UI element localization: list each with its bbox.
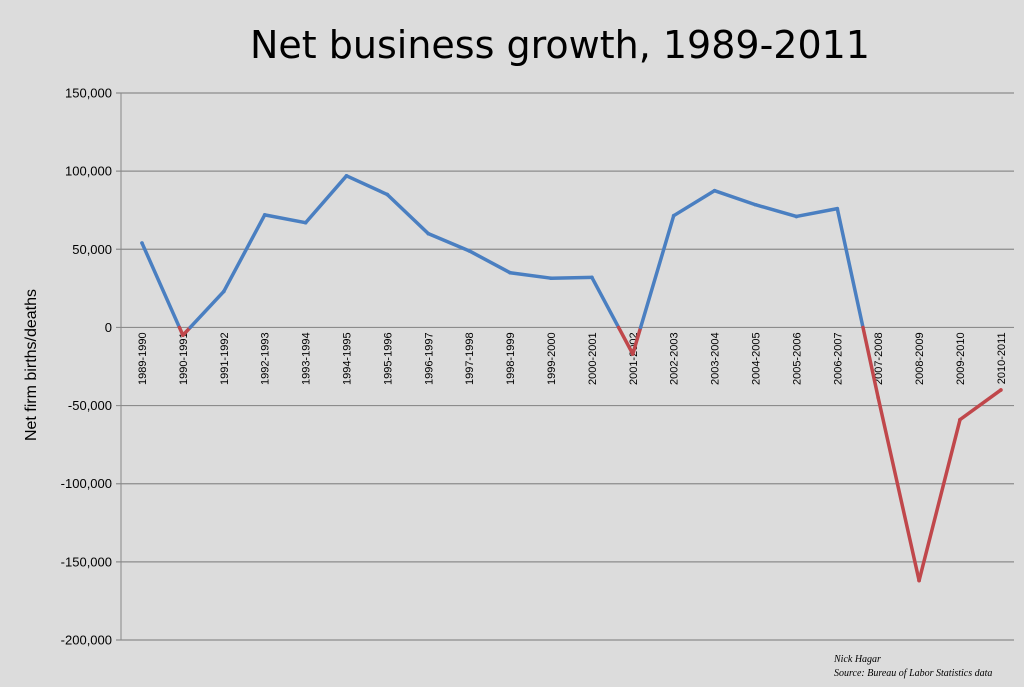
- data-point: [876, 395, 880, 400]
- data-point: [794, 214, 799, 219]
- x-tick-label: 1996-1997: [423, 332, 435, 385]
- series-segment: [344, 174, 390, 197]
- x-tick-label: 1992-1993: [260, 332, 272, 385]
- data-point: [508, 270, 512, 275]
- series-segment: [638, 213, 676, 330]
- data-point: [753, 202, 758, 207]
- x-tick-label: 2010-2011: [996, 332, 1008, 384]
- x-tick-label: 1990-1991: [178, 332, 190, 385]
- x-tick-labels: 1989-1990 1990-1991 1991-1992 1992-1993 1993…: [137, 332, 1008, 385]
- x-tick-label: 2005-2006: [791, 332, 803, 385]
- series-segment: [861, 325, 880, 400]
- data-point: [140, 241, 144, 245]
- series-segment: [958, 388, 1003, 422]
- data-point: [385, 192, 390, 197]
- series-segment: [835, 206, 865, 330]
- series-segment: [712, 188, 758, 207]
- credit-source: Source: Bureau of Labor Statistics data: [834, 668, 992, 679]
- series-segment: [671, 188, 717, 218]
- x-tick-label: 2003-2004: [710, 332, 722, 385]
- data-point: [631, 352, 635, 356]
- x-tick-label: 2004-2005: [751, 332, 763, 385]
- series-segment: [303, 174, 349, 225]
- y-tick-label: 0: [105, 320, 112, 335]
- x-tick-label: 2000-2001: [587, 332, 599, 385]
- series-segment: [188, 289, 226, 330]
- series-segment: [549, 275, 594, 280]
- data-point: [590, 275, 594, 280]
- series-segment: [794, 206, 840, 219]
- y-tick-label: -50,000: [68, 398, 112, 413]
- x-tick-label: 1998-1999: [505, 332, 517, 385]
- data-point: [671, 213, 676, 218]
- series-segment: [140, 241, 182, 330]
- series-segment: [426, 231, 471, 253]
- y-tick-label: 50,000: [72, 242, 112, 257]
- series-segment: [876, 396, 921, 583]
- chart-title: Net business growth, 1989-2011: [250, 23, 870, 67]
- data-point: [958, 417, 962, 422]
- data-point: [262, 213, 267, 217]
- y-tick-labels: 150,000 100,000 50,000 0 -50,000 -100,000 -150…: [61, 86, 112, 648]
- data-point: [917, 578, 921, 583]
- data-point: [835, 206, 840, 211]
- series-segment: [753, 202, 799, 219]
- data-point: [467, 249, 472, 253]
- series-segment: [467, 249, 512, 275]
- gridlines: [116, 92, 1014, 641]
- data-point: [549, 276, 553, 280]
- data-point: [303, 220, 308, 225]
- series-segment: [631, 325, 643, 356]
- series-segment: [616, 325, 635, 356]
- data-point: [181, 333, 185, 338]
- series-segment: [508, 270, 553, 280]
- series-segment: [262, 213, 308, 225]
- y-tick-label: -200,000: [61, 633, 112, 648]
- x-tick-label: 1994-1995: [342, 332, 354, 385]
- x-tick-label: 2006-2007: [832, 332, 844, 385]
- data-point: [712, 188, 717, 193]
- x-tick-label: 2007-2008: [873, 332, 885, 385]
- x-tick-label: 2009-2010: [955, 332, 967, 385]
- data-point: [344, 174, 349, 178]
- y-tick-label: -150,000: [61, 554, 112, 569]
- y-axis-label: Net firm births/deaths: [23, 289, 40, 441]
- y-tick-label: 150,000: [65, 86, 112, 101]
- x-tick-label: 2008-2009: [914, 332, 926, 385]
- series-segment: [917, 417, 962, 583]
- x-tick-label: 1995-1996: [382, 332, 394, 385]
- series-line: [140, 174, 1003, 583]
- series-segment: [222, 213, 267, 294]
- x-tick-label: 1997-1998: [464, 332, 476, 385]
- x-tick-label: 1999-2000: [546, 332, 558, 385]
- series-segment: [385, 192, 431, 236]
- x-tick-label: 2002-2003: [669, 332, 681, 385]
- series-segment: [590, 275, 621, 330]
- data-point: [999, 388, 1003, 392]
- credit-author: Nick Hagar: [833, 654, 881, 665]
- data-point: [426, 231, 431, 236]
- y-tick-label: 100,000: [65, 164, 112, 179]
- x-tick-label: 1989-1990: [137, 332, 149, 385]
- x-tick-label: 1993-1994: [301, 332, 313, 385]
- y-tick-label: -100,000: [61, 476, 112, 491]
- x-tick-label: 1991-1992: [219, 332, 231, 385]
- data-point: [222, 289, 226, 294]
